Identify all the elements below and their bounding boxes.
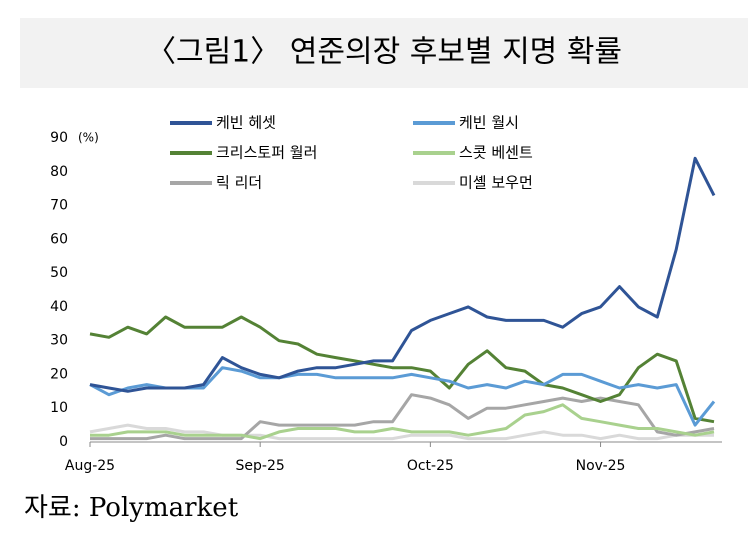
- y-tick-label: 80: [50, 164, 68, 180]
- y-tick-label: 10: [50, 400, 68, 416]
- x-tick-label: Nov-25: [576, 458, 626, 474]
- y-tick-label: 0: [59, 434, 68, 450]
- series-line: [89, 156, 716, 393]
- series-line: [90, 393, 715, 441]
- legend-label: 릭 리더: [216, 174, 262, 192]
- source: 자료: Polymarket: [24, 493, 239, 523]
- legend-label: 케빈 월시: [459, 114, 519, 132]
- y-tick-label: 70: [50, 198, 68, 214]
- x-tick-label: Aug-25: [65, 458, 115, 474]
- series-line: [89, 423, 714, 441]
- y-tick-label: 30: [50, 333, 68, 349]
- legend-label: 케빈 헤셋: [216, 114, 276, 132]
- legend-label: 스콧 베센트: [459, 144, 533, 162]
- series-line: [89, 366, 716, 427]
- title-band: [20, 18, 748, 88]
- y-tick-label: 60: [50, 231, 68, 247]
- unit-label: (%): [78, 131, 99, 145]
- legend-label: 미셸 보우먼: [459, 174, 533, 192]
- chart-title: 〈그림1〉 연준의장 후보별 지명 확률: [146, 35, 622, 70]
- y-tick-label: 90: [50, 130, 68, 146]
- series-line: [90, 403, 715, 441]
- y-tick-label: 40: [50, 299, 68, 315]
- series-line: [89, 315, 715, 424]
- x-tick-label: Sep-25: [236, 458, 285, 474]
- x-tick-label: Oct-25: [407, 458, 454, 474]
- y-tick-label: 20: [50, 366, 68, 382]
- y-tick-label: 50: [50, 265, 68, 281]
- legend-label: 크리스토퍼 월러: [216, 144, 317, 162]
